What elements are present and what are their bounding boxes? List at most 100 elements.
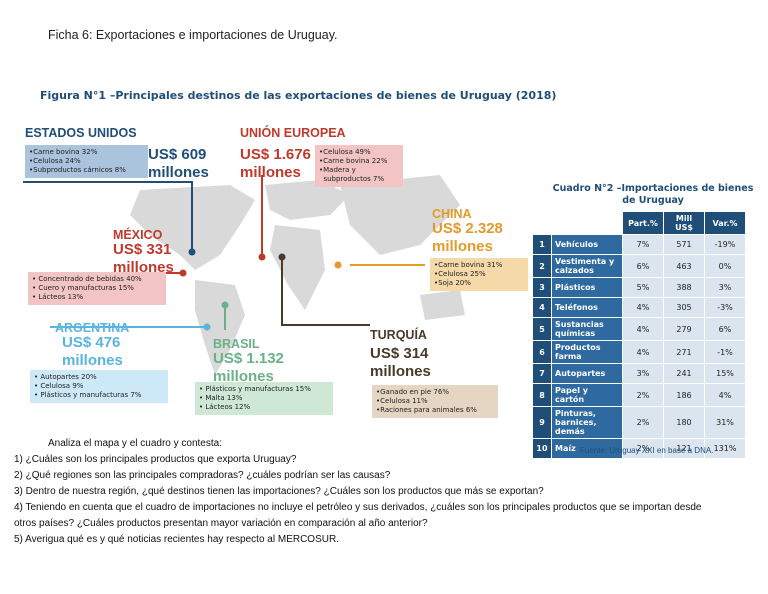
region-item: •Raciones para animales 6% bbox=[376, 406, 477, 414]
world-map bbox=[23, 175, 465, 375]
region-name: ESTADOS UNIDOS bbox=[25, 126, 137, 140]
amount: US$ 1.676 bbox=[240, 146, 311, 163]
table-row: 5 Sustancias químicas 4% 279 6% bbox=[532, 317, 746, 341]
amount: US$ 609 bbox=[148, 146, 207, 163]
amount: US$ 476 bbox=[62, 334, 121, 351]
table-row: 6 Productos farma 4% 271 -1% bbox=[532, 340, 746, 364]
column-header: Part.% bbox=[622, 211, 664, 235]
table-cell: 3% bbox=[704, 277, 746, 298]
region-box: • Plásticos y manufacturas 15% • Malta 13… bbox=[195, 382, 333, 415]
region-item: • Cuero y manufacturas 15% bbox=[32, 284, 134, 292]
region-item: subproductos 7% bbox=[319, 175, 385, 183]
table-cell: 388 bbox=[663, 277, 705, 298]
table-cell: 2% bbox=[622, 383, 664, 407]
table-cell: 7 bbox=[532, 363, 552, 384]
amount: US$ 331 bbox=[113, 241, 172, 258]
table-cell: 1 bbox=[532, 234, 552, 255]
region-item: • Plásticos y manufacturas 7% bbox=[34, 391, 142, 399]
region-item: •Celulosa 11% bbox=[376, 397, 428, 405]
table-cell: Vestimenta y calzados bbox=[551, 254, 623, 278]
table-cell: Papel y cartón bbox=[551, 383, 623, 407]
table-cell: 131% bbox=[704, 438, 746, 459]
amount-unit: millones bbox=[148, 164, 209, 181]
table-cell: 4% bbox=[622, 317, 664, 341]
question: 2) ¿Qué regiones son las principales com… bbox=[14, 470, 391, 481]
region-item: •Subproductos cárnicos 8% bbox=[29, 166, 126, 174]
table-cell: Productos farma bbox=[551, 340, 623, 364]
table-cell: 5 bbox=[532, 317, 552, 341]
region-amount: US$ 1.676 millones bbox=[240, 146, 311, 182]
region-name: MÉXICO bbox=[113, 228, 163, 242]
question: 3) Dentro de nuestra región, ¿qué destin… bbox=[14, 486, 544, 497]
table-cell: 571 bbox=[663, 234, 705, 255]
corner bbox=[532, 211, 552, 235]
table-cell: 6% bbox=[622, 254, 664, 278]
amount: US$ 2.328 bbox=[432, 220, 503, 237]
table-cell: Maíz bbox=[551, 438, 623, 459]
region-name: CHINA bbox=[432, 207, 472, 221]
region-item: • Celulosa 9% bbox=[34, 382, 84, 390]
table-cell: 15% bbox=[704, 363, 746, 384]
region-amount: US$ 2.328 millones bbox=[432, 220, 503, 256]
table-cell: 241 bbox=[663, 363, 705, 384]
region-box: •Carne bovina 32% •Celulosa 24% •Subproduc… bbox=[25, 145, 148, 178]
amount-unit: millones bbox=[213, 368, 274, 385]
region-item: •Celulosa 24% bbox=[29, 157, 81, 165]
table-cell: 463 bbox=[663, 254, 705, 278]
region-item: •Celulosa 25% bbox=[434, 270, 486, 278]
table-cell: 121 bbox=[663, 438, 705, 459]
table-cell: 10 bbox=[532, 438, 552, 459]
region-amount: US$ 476 millones bbox=[62, 334, 123, 370]
table-cell: 2% bbox=[622, 406, 664, 439]
region-name: BRASIL bbox=[213, 337, 260, 351]
amount: US$ 1.132 bbox=[213, 350, 284, 367]
region-box: • Concentrado de bebidas 40% • Cuero y ma… bbox=[28, 272, 166, 305]
table-title: Cuadro N°2 –Importaciones de bienes de U… bbox=[552, 183, 754, 206]
question: 5) Averigua qué es y qué noticias recien… bbox=[14, 534, 339, 545]
table-cell: 6 bbox=[532, 340, 552, 364]
question: 4) Teniendo en cuenta que el cuadro de i… bbox=[14, 502, 702, 513]
table-cell: 7% bbox=[622, 234, 664, 255]
amount-unit: millones bbox=[240, 164, 301, 181]
table-cell: 3 bbox=[532, 277, 552, 298]
region-box: •Ganado en pie 76% •Celulosa 11% •Raciones… bbox=[372, 385, 498, 418]
table-row: 1 Vehículos 7% 571 -19% bbox=[532, 234, 746, 255]
region-item: •Carne bovina 31% bbox=[434, 261, 503, 269]
region-item: • Lácteos 12% bbox=[199, 403, 251, 411]
amount: US$ 314 bbox=[370, 345, 429, 362]
table-cell: 180 bbox=[663, 406, 705, 439]
region-item: • Plásticos y manufacturas 15% bbox=[199, 385, 311, 393]
table-cell: 31% bbox=[704, 406, 746, 439]
table-row: 7 Autopartes 3% 241 15% bbox=[532, 363, 746, 384]
region-item: • Lácteos 13% bbox=[32, 293, 84, 301]
imports-table: Part.% Mill US$ Var.% 1 Vehículos 7% 571 -19% 2 V… bbox=[532, 211, 746, 459]
table-cell: 9 bbox=[532, 406, 552, 439]
question: otros países? ¿Cuáles productos presenta… bbox=[14, 518, 428, 529]
table-cell: 4% bbox=[622, 340, 664, 364]
page-title: Ficha 6: Exportaciones e importaciones d… bbox=[48, 28, 338, 42]
amount-unit: millones bbox=[113, 259, 174, 276]
region-item: •Carne bovina 22% bbox=[319, 157, 388, 165]
table-cell: -3% bbox=[704, 297, 746, 318]
column-header: Var.% bbox=[704, 211, 746, 235]
table-cell: Vehículos bbox=[551, 234, 623, 255]
table-cell: Autopartes bbox=[551, 363, 623, 384]
region-amount: US$ 314 millones bbox=[370, 345, 431, 381]
region-amount: US$ 331 millones bbox=[113, 241, 174, 277]
table-cell: 8 bbox=[532, 383, 552, 407]
corner bbox=[551, 211, 623, 235]
table-cell: 5% bbox=[622, 277, 664, 298]
table-cell: 4% bbox=[704, 383, 746, 407]
region-item: • Malta 13% bbox=[199, 394, 243, 402]
amount-unit: millones bbox=[432, 238, 493, 255]
table-cell: -19% bbox=[704, 234, 746, 255]
figure-title: Figura N°1 –Principales destinos de las … bbox=[40, 89, 557, 102]
region-box: •Celulosa 49% •Carne bovina 22% •Madera y … bbox=[315, 145, 403, 187]
table-cell: 4 bbox=[532, 297, 552, 318]
header-row: Part.% Mill US$ Var.% bbox=[532, 211, 746, 235]
region-item: • Autopartes 20% bbox=[34, 373, 97, 381]
table-row: 3 Plásticos 5% 388 3% bbox=[532, 277, 746, 298]
table-cell: 279 bbox=[663, 317, 705, 341]
region-name: UNIÓN EUROPEA bbox=[240, 126, 346, 140]
